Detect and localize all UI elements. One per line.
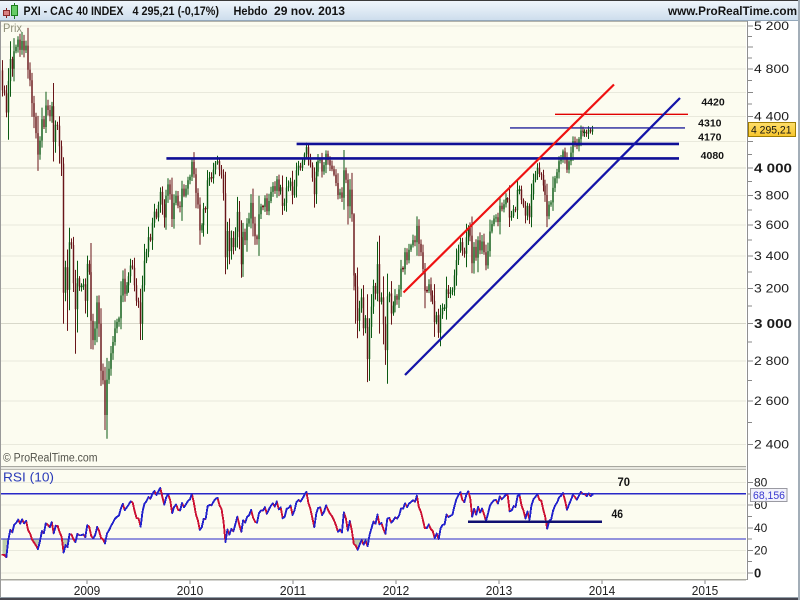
- svg-text:4310: 4310: [698, 118, 722, 130]
- svg-text:70: 70: [618, 477, 631, 489]
- svg-text:2 600: 2 600: [754, 394, 789, 408]
- svg-text:46: 46: [612, 509, 624, 521]
- svg-text:0: 0: [754, 566, 761, 581]
- svg-text:2015: 2015: [692, 584, 719, 598]
- svg-text:68,156: 68,156: [753, 490, 785, 502]
- svg-text:4 400: 4 400: [754, 109, 789, 123]
- svg-text:2012: 2012: [383, 584, 410, 598]
- svg-text:RSI (10): RSI (10): [3, 471, 54, 485]
- svg-text:www.ProRealTime.com: www.ProRealTime.com: [667, 4, 797, 18]
- svg-text:© ProRealTime.com: © ProRealTime.com: [3, 453, 98, 465]
- svg-text:4080: 4080: [701, 150, 725, 162]
- svg-text:PXI - CAC 40 INDEX: PXI - CAC 40 INDEX: [24, 4, 124, 18]
- svg-text:3 600: 3 600: [754, 218, 789, 232]
- svg-text:2013: 2013: [486, 584, 513, 598]
- svg-text:20: 20: [754, 543, 768, 557]
- svg-text:4 295,21 (-0,17%): 4 295,21 (-0,17%): [133, 4, 220, 18]
- svg-text:2010: 2010: [177, 584, 204, 598]
- svg-text:3 800: 3 800: [754, 189, 789, 203]
- svg-text:2 400: 2 400: [754, 437, 789, 451]
- svg-text:4170: 4170: [698, 132, 722, 144]
- svg-text:4 000: 4 000: [754, 160, 792, 175]
- svg-text:29 nov. 2013: 29 nov. 2013: [274, 4, 345, 18]
- svg-text:2009: 2009: [74, 584, 101, 598]
- svg-text:4 295,21: 4 295,21: [751, 125, 792, 137]
- svg-text:80: 80: [754, 476, 768, 490]
- svg-text:5 200: 5 200: [754, 19, 789, 33]
- svg-text:2014: 2014: [589, 584, 616, 598]
- svg-text:2011: 2011: [280, 584, 307, 598]
- svg-text:4420: 4420: [701, 97, 725, 109]
- svg-text:4 800: 4 800: [754, 62, 789, 76]
- svg-text:3 400: 3 400: [754, 249, 789, 263]
- svg-text:40: 40: [754, 521, 768, 535]
- svg-text:3 200: 3 200: [754, 282, 789, 296]
- svg-text:Hebdo: Hebdo: [234, 4, 268, 18]
- svg-text:Prix: Prix: [3, 21, 22, 35]
- svg-text:3 000: 3 000: [754, 316, 792, 331]
- svg-text:2 800: 2 800: [754, 354, 789, 368]
